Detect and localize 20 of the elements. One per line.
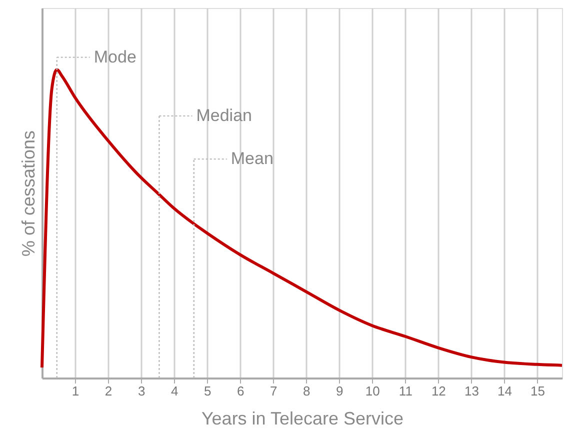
x-tick-label: 13 xyxy=(464,384,479,398)
y-axis-title: % of cessations xyxy=(18,130,38,257)
x-tick-label: 6 xyxy=(236,384,244,398)
x-tick-label: 15 xyxy=(530,384,545,398)
x-tick-label: 11 xyxy=(398,384,412,398)
x-axis-title: Years in Telecare Service xyxy=(201,408,404,428)
x-tick-label: 7 xyxy=(270,384,278,398)
x-tick-label: 5 xyxy=(204,384,212,398)
x-tick-label: 4 xyxy=(170,384,178,398)
ref-line-label: Mean xyxy=(230,149,274,168)
x-tick-label: 1 xyxy=(72,384,80,398)
ref-line-label: Mode xyxy=(94,47,136,66)
x-tick-label: 12 xyxy=(431,384,446,398)
ref-line-label: Median xyxy=(196,106,252,125)
x-tick-label: 14 xyxy=(497,384,512,398)
x-tick-label: 8 xyxy=(303,384,310,398)
x-tick-label: 10 xyxy=(365,384,380,398)
x-tick-label: 2 xyxy=(104,384,112,398)
x-tick-label: 3 xyxy=(138,384,146,398)
x-tick-label: 9 xyxy=(336,384,344,398)
